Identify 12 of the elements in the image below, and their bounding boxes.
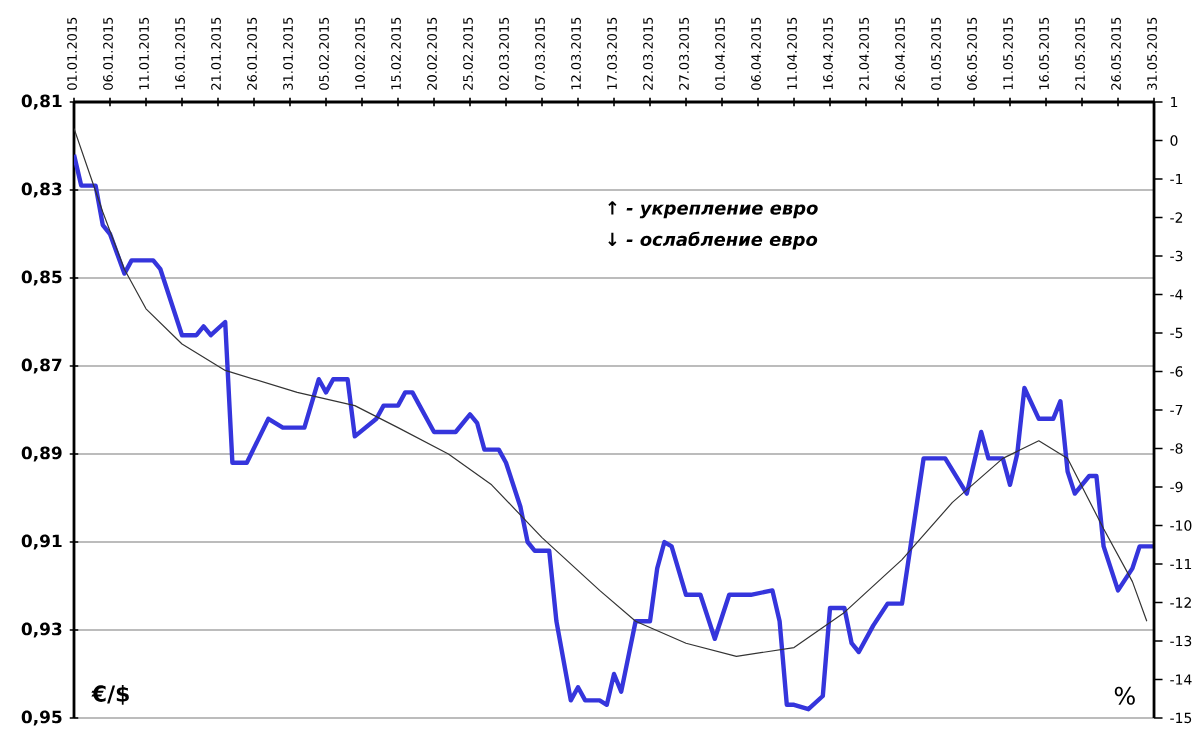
y-tick-label: 0,81 [21,94,62,110]
y-axis-title: €/$ [91,684,129,705]
y-tick-label: 0,93 [21,622,62,638]
y-tick-label: 0,91 [21,534,62,550]
y-tick-label: 0,85 [21,270,62,286]
annotation: ↓ - ослабление евро [608,231,818,250]
y-tick-label: 0,87 [21,358,62,374]
annotation: ↑ - укрепление евро [608,201,818,219]
y2-axis-title: % [1114,686,1135,705]
y-tick-label: 0,83 [21,182,62,198]
y-tick-label: 0,89 [21,446,62,462]
y-tick-label: 0,95 [21,710,62,726]
